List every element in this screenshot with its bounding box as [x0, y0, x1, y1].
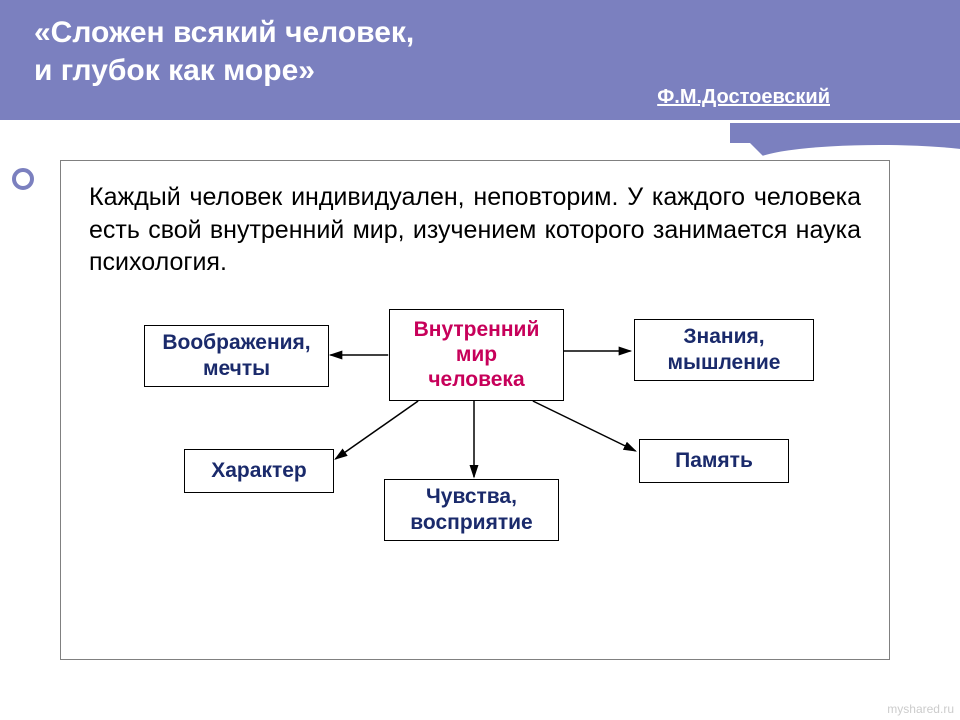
- quote-author: Ф.М.Достоевский: [657, 86, 830, 109]
- intro-text: Каждый человек индивидуален, неповторим.…: [89, 181, 861, 279]
- node-imagination: Воображения,мечты: [144, 325, 329, 387]
- slide-title: «Сложен всякий человек, и глубок как мор…: [34, 14, 414, 89]
- bullet-icon: [12, 168, 34, 190]
- node-memory: Память: [639, 439, 789, 483]
- concept-diagram: Внутренниймирчеловека Воображения,мечты …: [89, 279, 861, 599]
- content-frame: Каждый человек индивидуален, неповторим.…: [60, 160, 890, 660]
- watermark: myshared.ru: [887, 702, 954, 716]
- quote-line-1: «Сложен всякий человек,: [34, 16, 414, 49]
- node-knowledge: Знания,мышление: [634, 319, 814, 381]
- node-center: Внутренниймирчеловека: [389, 309, 564, 401]
- node-character: Характер: [184, 449, 334, 493]
- quote-line-2: и глубок как море»: [34, 54, 315, 87]
- node-feelings: Чувства,восприятие: [384, 479, 559, 541]
